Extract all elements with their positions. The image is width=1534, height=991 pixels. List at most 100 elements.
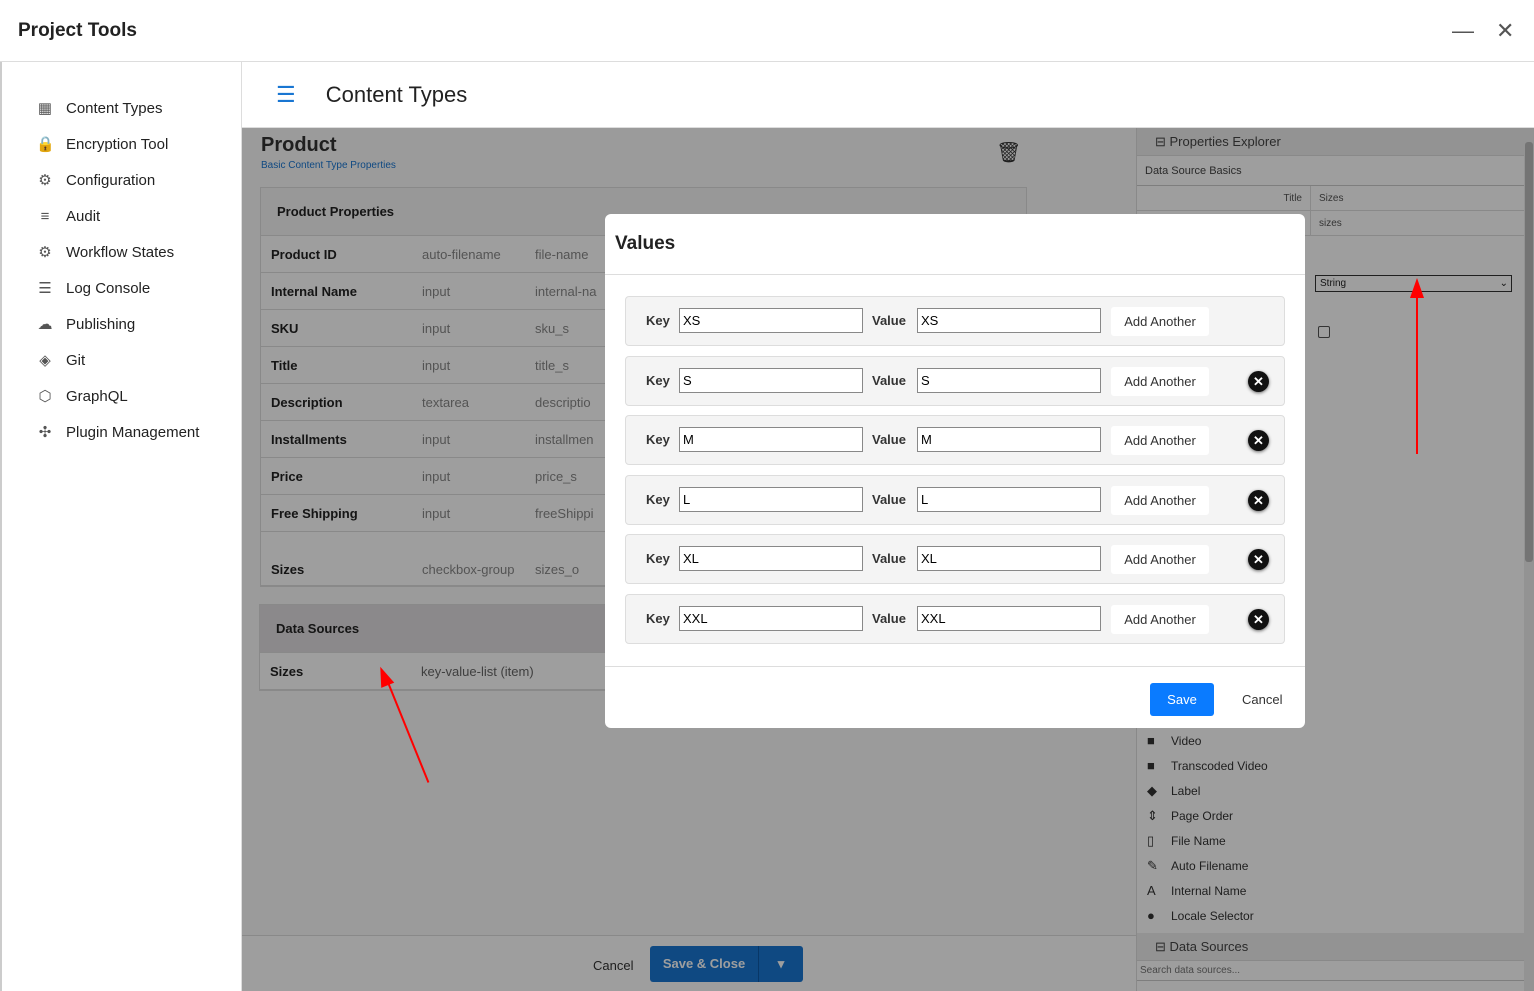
add-another-button[interactable]: Add Another xyxy=(1111,366,1209,396)
remove-icon[interactable]: ✕ xyxy=(1248,430,1269,452)
value-input[interactable]: S xyxy=(917,367,1101,393)
editor-footer: Cancel Save & Close ▾ xyxy=(242,935,1136,991)
sidebar-item-git[interactable]: ◈ Git xyxy=(2,342,241,378)
window-title: Project Tools xyxy=(18,19,137,41)
add-another-button[interactable]: Add Another xyxy=(1111,307,1209,336)
value-input[interactable]: L xyxy=(917,486,1101,512)
key-label: Key xyxy=(646,372,670,388)
value-input[interactable]: XXL xyxy=(917,606,1101,631)
sidebar-item-label: Encryption Tool xyxy=(66,135,169,153)
content-type-subtitle[interactable]: Basic Content Type Properties xyxy=(261,160,396,171)
file-edit-icon: ✎ xyxy=(1147,858,1158,873)
add-another-button[interactable]: Add Another xyxy=(1111,545,1209,575)
sort-icon: ⇕ xyxy=(1147,808,1158,823)
remove-icon[interactable]: ✕ xyxy=(1248,370,1269,392)
sidebar-item-configuration[interactable]: ⚙ Configuration xyxy=(2,162,241,198)
key-label: Key xyxy=(646,551,670,567)
key-label: Key xyxy=(646,611,670,626)
modal-title: Values xyxy=(605,214,1305,275)
key-value-row: Key L Value L Add Another ✕ xyxy=(625,474,1285,525)
key-input[interactable]: XS xyxy=(679,308,863,333)
sidebar-item-audit[interactable]: ≡ Audit xyxy=(2,198,241,234)
font-icon: A xyxy=(1147,883,1156,898)
save-close-button[interactable]: Save & Close ▾ xyxy=(650,946,803,982)
add-another-button[interactable]: Add Another xyxy=(1111,485,1209,515)
control-item[interactable]: ■ Transcoded Video xyxy=(1147,758,1268,773)
file-icon: ▯ xyxy=(1147,833,1155,848)
sidebar-item-label: GraphQL xyxy=(66,387,128,405)
menu-icon[interactable]: ☰ xyxy=(276,81,296,107)
minimize-icon[interactable]: — xyxy=(1452,18,1474,43)
key-input[interactable]: XXL xyxy=(679,606,863,631)
value-input[interactable]: XS xyxy=(917,308,1101,333)
sidebar-item-publishing[interactable]: ☁ Publishing xyxy=(2,306,241,342)
sidebar-item-content-types[interactable]: ▦ Content Types xyxy=(2,90,241,126)
collapse-icon[interactable]: ⊟ xyxy=(1155,134,1170,149)
key-input[interactable]: S xyxy=(679,367,863,393)
checkbox[interactable] xyxy=(1318,326,1330,338)
gear-icon: ⚙ xyxy=(38,244,52,261)
properties-explorer-header[interactable]: ⊟ Properties Explorer xyxy=(1137,128,1524,156)
git-icon: ◈ xyxy=(39,352,51,369)
value-input[interactable]: XL xyxy=(917,546,1101,572)
key-value-row: Key M Value M Add Another ✕ xyxy=(625,415,1285,466)
scrollbar[interactable] xyxy=(1524,128,1534,991)
values-modal: Values Key XS Value XS Add Another Key S… xyxy=(605,214,1305,728)
sidebar-item-log-console[interactable]: ☰ Log Console xyxy=(2,270,241,306)
collapse-icon[interactable]: ⊟ xyxy=(1155,939,1170,954)
key-value-row: Key XS Value XS Add Another xyxy=(625,296,1285,346)
sidebar-item-workflow-states[interactable]: ⚙ Workflow States xyxy=(2,234,241,270)
sidebar-item-label: Audit xyxy=(66,207,101,225)
value-label: Value xyxy=(872,432,906,448)
key-input[interactable]: L xyxy=(679,486,863,512)
video-icon: ■ xyxy=(1147,733,1155,748)
add-another-button[interactable]: Add Another xyxy=(1111,605,1209,634)
control-item[interactable]: ■ Video xyxy=(1147,733,1202,748)
lines-icon: ☰ xyxy=(38,280,52,297)
video-icon: ■ xyxy=(1147,758,1155,773)
data-sources-section-header[interactable]: ⊟ Data Sources xyxy=(1137,933,1524,961)
key-input[interactable]: XL xyxy=(679,546,863,572)
key-value-row: Key S Value S Add Another ✕ xyxy=(625,355,1285,406)
sidebar-item-label: Content Types xyxy=(66,99,163,117)
cancel-button[interactable]: Cancel xyxy=(593,958,634,973)
search-data-sources-input[interactable] xyxy=(1137,961,1524,981)
key-input[interactable]: M xyxy=(679,427,863,453)
control-item[interactable]: ⇕ Page Order xyxy=(1147,808,1234,823)
key-label: Key xyxy=(646,313,670,328)
lock-icon: 🔒 xyxy=(36,136,55,153)
control-item[interactable]: ◆ Label xyxy=(1147,783,1201,798)
control-item[interactable]: A Internal Name xyxy=(1147,883,1247,898)
puzzle-icon: ✣ xyxy=(38,424,52,441)
remove-icon[interactable]: ✕ xyxy=(1248,609,1269,630)
page-title: Content Types xyxy=(325,81,468,107)
control-item[interactable]: ✎ Auto Filename xyxy=(1147,858,1249,873)
remove-icon[interactable]: ✕ xyxy=(1248,549,1269,571)
trash-icon[interactable]: 🗑 xyxy=(996,142,1022,164)
key-label: Key xyxy=(646,432,670,448)
property-row: sizes xyxy=(1137,211,1524,236)
list-icon: ≡ xyxy=(40,207,50,225)
remove-icon[interactable]: ✕ xyxy=(1248,489,1269,511)
value-input[interactable]: M xyxy=(917,427,1101,453)
chevron-down-icon[interactable]: ▾ xyxy=(777,956,785,971)
sidebar-item-label: Git xyxy=(66,351,86,369)
cancel-button[interactable]: Cancel xyxy=(1242,692,1283,707)
tag-icon: ◆ xyxy=(1147,783,1157,798)
page-header: ☰ Content Types xyxy=(242,62,1534,128)
sidebar-item-plugin-management[interactable]: ✣ Plugin Management xyxy=(2,414,241,450)
value-label: Value xyxy=(872,313,906,328)
sidebar-item-graphql[interactable]: ⬡ GraphQL xyxy=(2,378,241,414)
value-label: Value xyxy=(872,551,906,567)
control-item[interactable]: ● Locale Selector xyxy=(1147,908,1254,923)
save-button[interactable]: Save xyxy=(1150,683,1214,716)
control-item[interactable]: ▯ File Name xyxy=(1147,833,1226,848)
property-row: Title Sizes xyxy=(1137,186,1524,211)
sidebar-item-label: Publishing xyxy=(66,315,136,333)
close-icon[interactable]: ✕ xyxy=(1496,18,1515,43)
sidebar-item-encryption-tool[interactable]: 🔒 Encryption Tool xyxy=(2,126,241,162)
content-type-title: Product xyxy=(261,134,337,156)
add-another-button[interactable]: Add Another xyxy=(1111,426,1209,456)
globe-icon: ● xyxy=(1147,908,1155,923)
modal-footer: Save Cancel xyxy=(605,666,1305,728)
